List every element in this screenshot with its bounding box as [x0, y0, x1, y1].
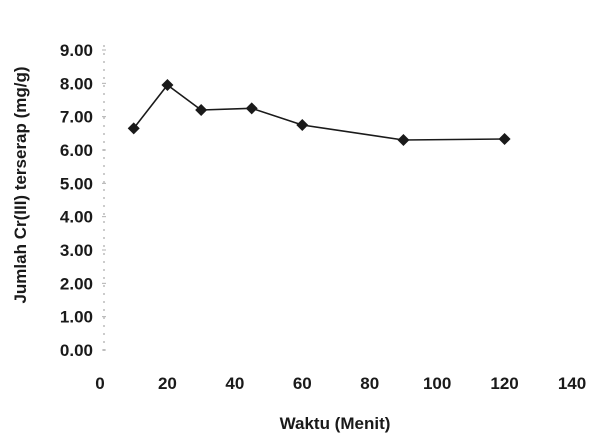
- x-tick-label: 20: [158, 374, 177, 393]
- y-tick-label: 2.00: [60, 274, 93, 293]
- y-tick-label: 7.00: [60, 108, 93, 127]
- x-tick-label: 120: [490, 374, 518, 393]
- data-point: [397, 134, 410, 146]
- y-axis: 0.00 1.00 2.00 3.00 4.00 5.00 6.00 7.00 8.00 9.00: [60, 41, 106, 360]
- data-point: [498, 133, 511, 145]
- x-tick-label: 100: [423, 374, 451, 393]
- data-point: [161, 79, 174, 91]
- y-axis-title: Jumlah Cr(III) terserap (mg/g): [11, 66, 30, 303]
- data-point: [245, 102, 258, 115]
- y-tick-label: 5.00: [60, 174, 93, 193]
- x-tick-label: 0: [95, 374, 104, 393]
- y-tick-label: 0.00: [60, 341, 93, 360]
- x-axis: 0 20 40 60 80 100 120 140: [95, 374, 586, 393]
- x-tick-label: 80: [360, 374, 379, 393]
- x-tick-label: 40: [225, 374, 244, 393]
- y-tick-label: 3.00: [60, 241, 93, 260]
- y-tick-label: 6.00: [60, 141, 93, 160]
- plot-area: [127, 79, 511, 146]
- series-line: [133, 84, 505, 141]
- y-tick-label: 9.00: [60, 41, 93, 60]
- y-tick-label: 8.00: [60, 74, 93, 93]
- data-point: [296, 119, 309, 131]
- data-point: [127, 122, 140, 135]
- x-tick-label: 140: [558, 374, 586, 393]
- y-tick-label: 4.00: [60, 208, 93, 227]
- y-tick-label: 1.00: [60, 308, 93, 327]
- x-tick-label: 60: [293, 374, 312, 393]
- data-point: [195, 104, 208, 116]
- x-axis-title: Waktu (Menit): [280, 414, 391, 433]
